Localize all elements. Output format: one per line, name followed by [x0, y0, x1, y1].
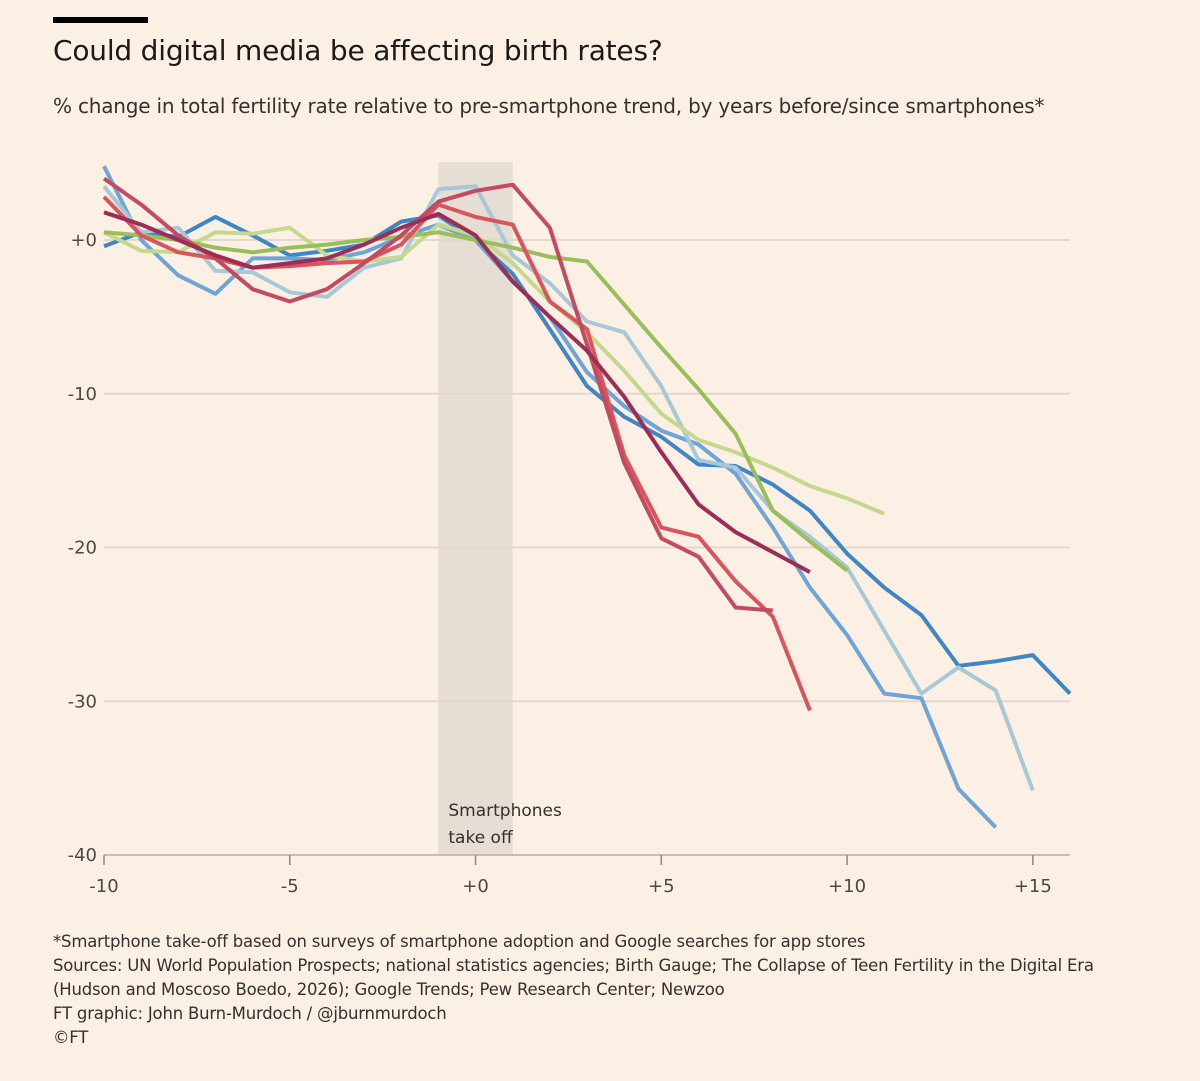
chart-subtitle: % change in total fertility rate relativ… — [53, 94, 1045, 118]
footnote: *Smartphone take-off based on surveys of… — [53, 932, 866, 951]
x-tick-label: +5 — [648, 876, 675, 897]
series-line-1 — [103, 213, 1072, 695]
copyright: ©FT — [53, 1028, 89, 1047]
y-tick-label: -20 — [68, 538, 97, 559]
series-line-8 — [103, 210, 811, 574]
ft-top-bar — [53, 17, 148, 23]
chart-title: Could digital media be affecting birth r… — [53, 34, 663, 67]
y-tick-label: +0 — [70, 230, 97, 251]
y-tick-label: -10 — [68, 384, 97, 405]
chart-footer: *Smartphone take-off based on surveys of… — [53, 930, 1094, 1050]
sources-line-2: (Hudson and Moscoso Boedo, 2026); Google… — [53, 980, 725, 999]
y-tick-label: -30 — [68, 691, 97, 712]
x-tick-label: -10 — [89, 876, 118, 897]
sources-line-1: Sources: UN World Population Prospects; … — [53, 956, 1094, 975]
band-label-line-2: take off — [448, 828, 514, 848]
series-line-6 — [102, 195, 812, 712]
series-line-7 — [102, 176, 773, 613]
x-tick-label: +0 — [462, 876, 489, 897]
series-line-5 — [103, 230, 849, 573]
x-tick-label: +15 — [1014, 876, 1052, 897]
band-label-line-1: Smartphones — [448, 801, 562, 821]
series-line-4 — [103, 222, 885, 516]
series-line-3 — [102, 184, 1035, 792]
credit: FT graphic: John Burn-Murdoch / @jburnmu… — [53, 1004, 447, 1023]
smartphone-takeoff-band — [438, 162, 513, 855]
x-tick-label: +10 — [828, 876, 866, 897]
x-tick-label: -5 — [281, 876, 299, 897]
y-tick-label: -40 — [68, 845, 97, 866]
